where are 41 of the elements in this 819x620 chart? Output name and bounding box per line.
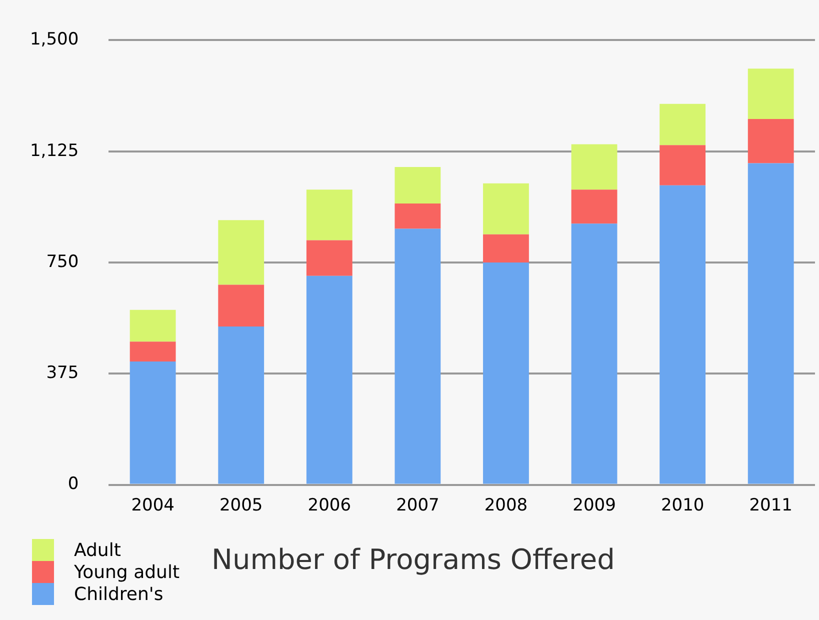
bar xyxy=(748,119,794,164)
bar xyxy=(660,185,706,484)
bar xyxy=(306,276,352,484)
bar xyxy=(483,234,529,262)
bar xyxy=(218,284,264,327)
y-tick-label: 375 xyxy=(46,363,79,384)
y-tick-label: 1,500 xyxy=(30,30,79,50)
x-tick-label: 2009 xyxy=(572,495,616,516)
legend-label: Children's xyxy=(74,584,164,604)
x-tick-label: 2007 xyxy=(396,495,440,516)
text: Number of Programs Offered xyxy=(212,543,615,576)
bar xyxy=(130,342,176,362)
bar xyxy=(394,167,441,204)
x-tick-label: 2004 xyxy=(131,495,174,516)
x-tick-label: 2010 xyxy=(660,495,704,516)
y-tick-label: 0 xyxy=(68,474,79,494)
x-tick-label: 2006 xyxy=(308,495,352,516)
bar xyxy=(483,183,529,234)
bar xyxy=(660,104,706,146)
bar xyxy=(571,224,618,484)
bar xyxy=(660,145,706,186)
bar xyxy=(571,144,618,190)
bar xyxy=(748,68,794,120)
bar xyxy=(218,220,264,285)
bar xyxy=(394,228,441,484)
bar xyxy=(130,310,176,342)
bar xyxy=(306,240,352,276)
bar xyxy=(483,262,529,484)
x-tick-label: 2011 xyxy=(749,495,792,516)
bar xyxy=(571,190,618,224)
y-tick-label: 1,125 xyxy=(30,140,79,161)
x-tick-label: 2008 xyxy=(484,495,528,516)
bar xyxy=(130,362,176,484)
legend-label: Young adult xyxy=(74,562,180,582)
legend-label: Adult xyxy=(74,540,121,560)
x-tick-label: 2005 xyxy=(219,495,263,516)
bar xyxy=(306,190,352,240)
bar xyxy=(218,326,264,484)
bar xyxy=(394,204,441,229)
bar xyxy=(748,163,794,484)
y-tick-label: 750 xyxy=(46,252,79,272)
